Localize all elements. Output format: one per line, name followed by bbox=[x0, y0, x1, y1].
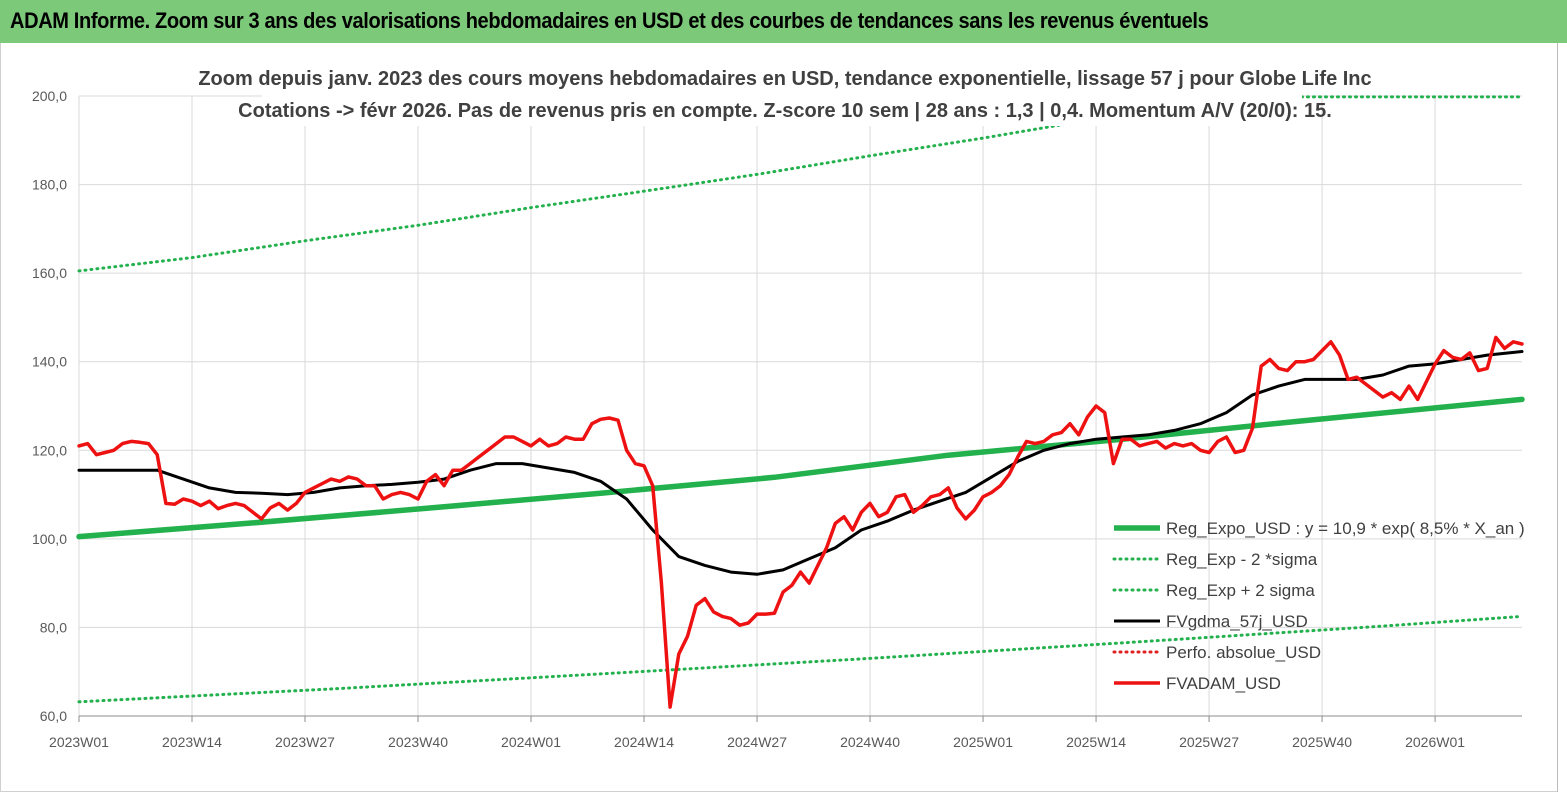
y-tick-label: 140,0 bbox=[32, 354, 67, 370]
x-tick-label: 2025W01 bbox=[953, 734, 1013, 750]
x-tick-label: 2023W14 bbox=[162, 734, 222, 750]
x-tick-label: 2024W40 bbox=[840, 734, 900, 750]
x-tick-label: 2024W14 bbox=[614, 734, 674, 750]
y-tick-label: 160,0 bbox=[32, 265, 67, 281]
legend-label-fvgdma-57j-usd: FVgdma_57j_USD bbox=[1166, 612, 1308, 631]
x-tick-label: 2024W01 bbox=[501, 734, 561, 750]
x-tick-label: 2025W40 bbox=[1292, 734, 1352, 750]
y-tick-label: 80,0 bbox=[40, 619, 67, 635]
chart-subtitle-line2: Cotations -> févr 2026. Pas de revenus p… bbox=[238, 100, 1332, 122]
x-tick-label: 2024W27 bbox=[727, 734, 787, 750]
y-tick-label: 200,0 bbox=[32, 88, 67, 104]
x-tick-label: 2025W27 bbox=[1179, 734, 1239, 750]
y-tick-label: 180,0 bbox=[32, 177, 67, 193]
right-scroll-edge bbox=[1557, 43, 1567, 792]
chart-subtitle-line1: Zoom depuis janv. 2023 des cours moyens … bbox=[198, 68, 1371, 90]
x-tick-label: 2023W40 bbox=[388, 734, 448, 750]
legend-label-reg-expo-usd: Reg_Expo_USD : y = 10,9 * exp( 8,5% * X_… bbox=[1166, 519, 1525, 538]
series-layer bbox=[76, 95, 1525, 709]
y-tick-label: 60,0 bbox=[40, 708, 67, 724]
x-tick-label: 2023W01 bbox=[49, 734, 109, 750]
series-line-reg-expo-usd bbox=[76, 396, 1525, 540]
series-line-fvgdma-57j-usd bbox=[77, 350, 1524, 576]
subtitle-background bbox=[262, 58, 1302, 126]
series-line-reg-exp-2-sigma bbox=[77, 95, 1524, 273]
x-tick-label: 2023W27 bbox=[275, 734, 335, 750]
x-tick-label: 2026W01 bbox=[1405, 734, 1465, 750]
report-title: ADAM Informe. Zoom sur 3 ans des valoris… bbox=[10, 8, 1209, 33]
legend-label-fvadam-usd: FVADAM_USD bbox=[1166, 674, 1281, 693]
y-tick-label: 100,0 bbox=[32, 531, 67, 547]
legend-label-perfo-absolue-usd: Perfo. absolue_USD bbox=[1166, 643, 1321, 662]
x-tick-label: 2025W14 bbox=[1066, 734, 1126, 750]
y-tick-label: 120,0 bbox=[32, 442, 67, 458]
legend-label-reg-exp-2-sigma: Reg_Exp + 2 sigma bbox=[1166, 581, 1315, 600]
legend: Reg_Expo_USD : y = 10,9 * exp( 8,5% * X_… bbox=[1112, 519, 1525, 693]
title-banner: ADAM Informe. Zoom sur 3 ans des valoris… bbox=[0, 0, 1567, 43]
series-line-fvadam-usd bbox=[77, 335, 1524, 709]
legend-label-reg-exp-2-sigma: Reg_Exp - 2 *sigma bbox=[1166, 550, 1318, 569]
axis-layer: 60,0 80,0 100,0 120,0 140,0 160,0 180,0 200,0 20… bbox=[32, 88, 1522, 750]
